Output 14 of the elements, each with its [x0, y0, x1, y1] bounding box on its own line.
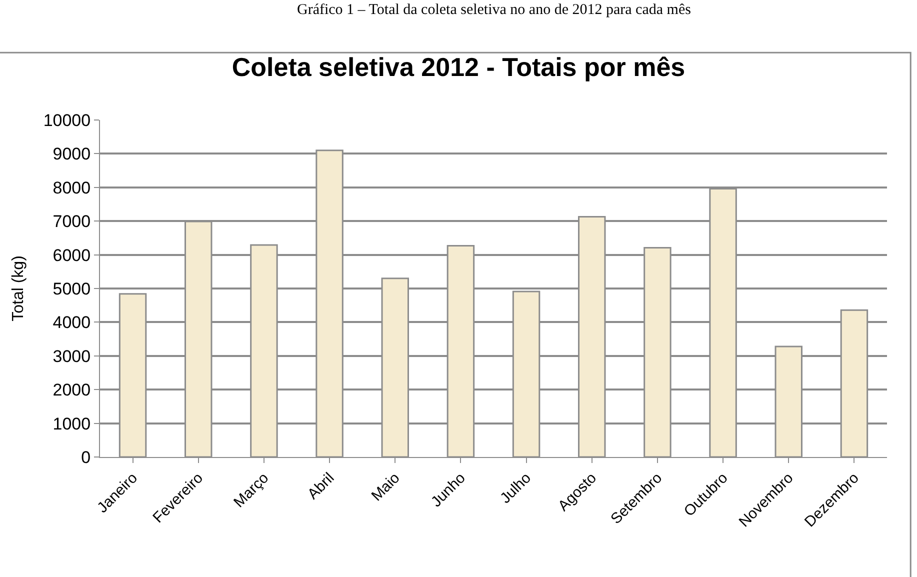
y-tick-label: 8000	[52, 178, 91, 198]
y-tick-label: 0	[81, 448, 91, 467]
y-axis-title: Total (kg)	[10, 256, 28, 322]
y-tick-label: 6000	[52, 246, 91, 265]
y-tick-label: 2000	[52, 380, 91, 400]
text: Gráfico 1 – Total da coleta seletiva no ano de 2012 para cada mês	[297, 2, 692, 18]
chart-title: Coleta seletiva 2012 - Totais por mês	[232, 52, 686, 82]
y-tick-label: 5000	[52, 279, 91, 298]
y-tick-label: 3000	[52, 346, 91, 366]
y-tick-label: 4000	[52, 313, 91, 332]
y-tick-label: 10000	[43, 110, 91, 130]
y-tick-label: 7000	[52, 212, 91, 232]
y-tick-label: 9000	[52, 144, 91, 164]
y-tick-label: 1000	[52, 414, 91, 434]
